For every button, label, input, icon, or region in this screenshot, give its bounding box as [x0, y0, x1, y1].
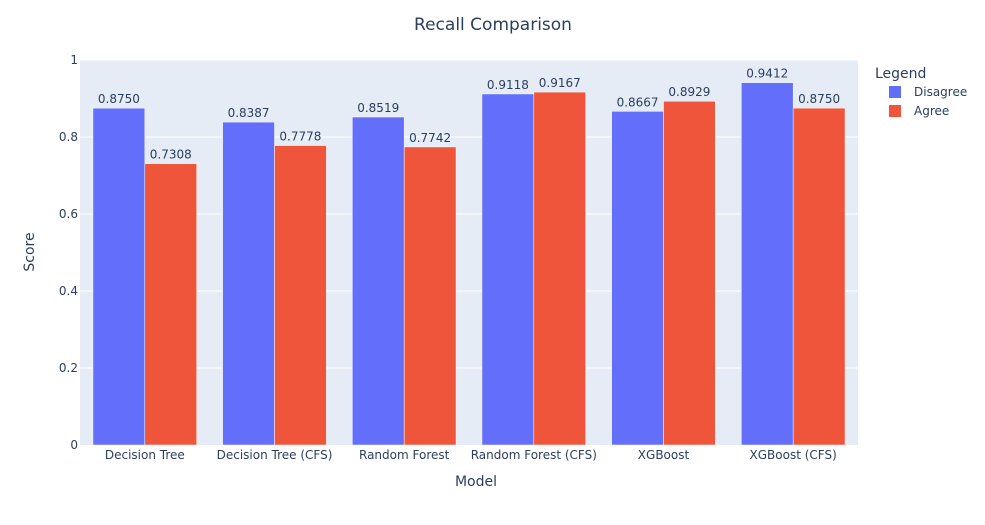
legend-label-disagree[interactable]: Disagree [914, 85, 967, 99]
data-label-agree: 0.8750 [798, 92, 840, 106]
bar-disagree-5 [741, 82, 794, 446]
data-label-disagree: 0.8750 [98, 92, 140, 106]
bar-disagree-0 [92, 107, 146, 446]
bar-agree-0 [144, 163, 197, 446]
data-label-agree: 0.7742 [409, 131, 451, 145]
y-tick-label: 0.8 [59, 130, 78, 144]
legend: Legend Disagree Agree [875, 66, 967, 118]
data-label-agree: 0.8929 [668, 85, 710, 99]
data-label-disagree: 0.8387 [228, 106, 270, 120]
y-tick-label: 0.6 [59, 207, 78, 221]
grid-lines [80, 59, 858, 369]
y-tick-label: 0.2 [59, 361, 78, 375]
data-labels: 0.8750 0.7308 0.8387 0.7778 0.8519 0.7742 0.91… [98, 67, 840, 162]
bar-agree-4 [663, 100, 716, 446]
bar-agree-2 [403, 146, 457, 446]
y-tick-label: 0.4 [59, 284, 78, 298]
legend-swatch-disagree[interactable] [889, 86, 901, 98]
data-label-agree: 0.9167 [539, 76, 581, 90]
data-label-disagree: 0.9118 [487, 78, 529, 92]
bar-agree-5 [792, 107, 846, 446]
bar-disagree-1 [222, 121, 275, 446]
bar-disagree-2 [352, 116, 405, 446]
legend-title: Legend [875, 66, 926, 82]
data-label-disagree: 0.9412 [746, 67, 788, 81]
legend-label-agree[interactable]: Agree [914, 104, 949, 118]
x-axis: Decision Tree Decision Tree (CFS) Random F… [105, 448, 837, 462]
data-label-disagree: 0.8667 [617, 95, 659, 109]
y-axis: 0 0.2 0.4 0.6 0.8 1 [59, 53, 78, 452]
x-tick-label: XGBoost [638, 448, 690, 462]
bar-disagree-4 [611, 111, 664, 446]
x-tick-label: Random Forest [359, 448, 450, 462]
data-label-agree: 0.7308 [150, 148, 192, 162]
x-tick-label: Decision Tree [105, 448, 185, 462]
bars [92, 82, 846, 446]
x-tick-label: XGBoost (CFS) [750, 448, 837, 462]
x-tick-label: Decision Tree (CFS) [217, 448, 333, 462]
legend-swatch-agree[interactable] [889, 105, 901, 117]
data-label-disagree: 0.8519 [357, 101, 399, 115]
x-tick-label: Random Forest (CFS) [471, 448, 597, 462]
bar-agree-1 [274, 145, 327, 446]
y-tick-label: 0 [70, 438, 78, 452]
y-tick-label: 1 [70, 53, 78, 67]
x-axis-title: Model [455, 474, 497, 490]
bar-disagree-3 [481, 93, 535, 446]
chart-title: Recall Comparison [414, 15, 572, 35]
data-label-agree: 0.7778 [279, 130, 321, 144]
y-axis-title: Score [22, 232, 38, 271]
bar-agree-3 [533, 91, 586, 446]
plot-background [80, 60, 858, 445]
